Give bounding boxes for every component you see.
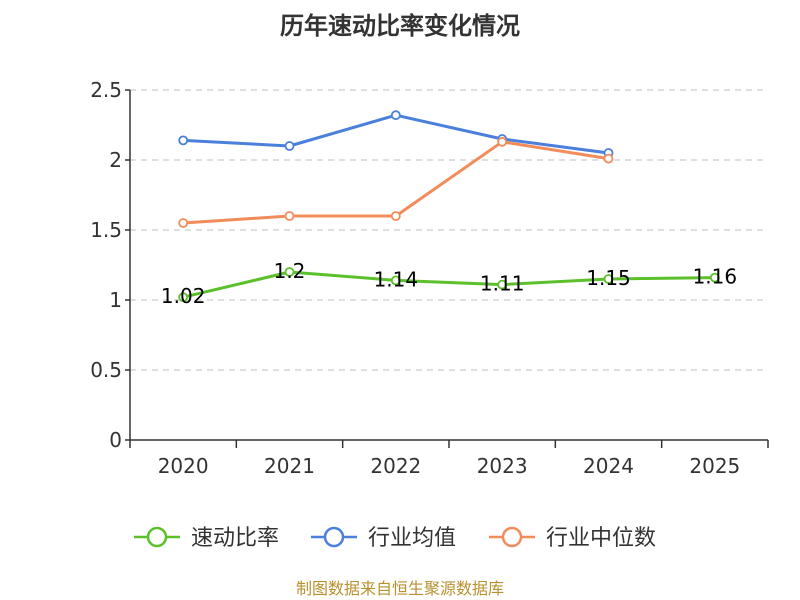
legend-label[interactable]: 行业均值 [368, 526, 456, 551]
data-point[interactable] [497, 279, 508, 290]
data-point[interactable] [603, 153, 614, 164]
series-line [182, 270, 715, 299]
legend-label[interactable]: 速动比率 [191, 526, 279, 551]
data-label: 1.16 [693, 265, 738, 289]
legend-marker[interactable] [501, 526, 523, 548]
x-tick-label: 2020 [158, 454, 209, 478]
y-tick-label: 0 [109, 428, 122, 452]
legend-marker[interactable] [146, 526, 168, 548]
data-point[interactable] [390, 110, 401, 121]
data-point[interactable] [284, 211, 295, 221]
x-tick-label: 2023 [477, 454, 528, 478]
y-tick-label: 0.5 [90, 358, 122, 382]
legend-marker[interactable] [323, 526, 345, 548]
data-point[interactable] [709, 272, 720, 283]
y-tick-label: 2 [109, 148, 122, 172]
x-tick-label: 2022 [370, 454, 421, 478]
data-label: 1.14 [374, 267, 419, 291]
y-tick-label: 1.5 [90, 218, 122, 242]
axes: 0 0.5 1 1.5 2 2.5 2020 2021 2022 2023 2024 2025 [90, 78, 769, 478]
data-point[interactable] [178, 135, 189, 146]
data-point[interactable] [390, 275, 401, 286]
chart-title: 历年速动比率变化情况 [280, 12, 520, 40]
legend[interactable]: 速动比率 行业均值 行业中位数 [134, 526, 656, 551]
data-point[interactable] [284, 141, 295, 151]
y-tick-label: 2.5 [90, 78, 122, 102]
y-tick-label: 1 [109, 288, 122, 312]
grid [130, 89, 768, 371]
series-line [183, 140, 609, 225]
data-point[interactable] [178, 292, 189, 303]
data-label: 1.2 [274, 259, 306, 283]
x-tick-label: 2025 [689, 454, 740, 478]
x-tick-label: 2024 [583, 454, 634, 478]
data-point[interactable] [603, 274, 614, 284]
data-point[interactable] [390, 211, 401, 221]
data-point[interactable] [284, 267, 295, 277]
legend-label[interactable]: 行业中位数 [546, 526, 656, 551]
data-point[interactable] [178, 218, 189, 228]
data-label: 1.15 [586, 266, 631, 290]
data-label: 1.11 [480, 272, 525, 296]
data-label: 1.02 [161, 284, 206, 308]
data-labels: 1.02 1.2 1.14 1.11 1.15 1.16 [161, 259, 737, 308]
source-note: 制图数据来自恒生聚源数据库 [296, 579, 504, 598]
series [178, 110, 720, 303]
x-tick-label: 2021 [264, 454, 315, 478]
data-point[interactable] [497, 136, 508, 147]
